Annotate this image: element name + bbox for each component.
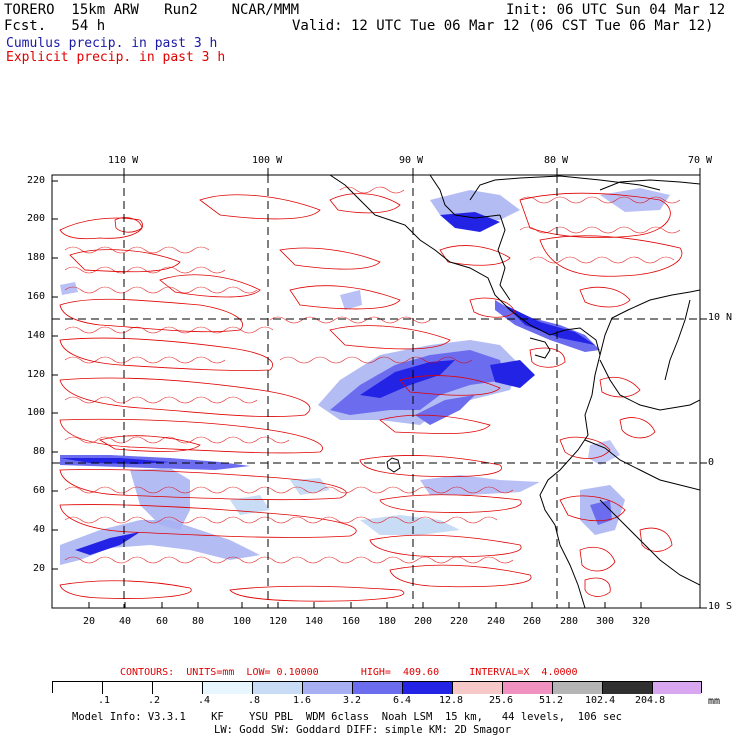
x-tick-label: 140 — [305, 616, 324, 627]
legend-explicit: Explicit precip. in past 3 h — [6, 50, 226, 65]
colorbar-label: .8 — [248, 695, 261, 706]
y-tick-label: 180 — [27, 252, 46, 263]
colorbar — [52, 681, 702, 694]
colorbar-label: .4 — [198, 695, 211, 706]
colorbar-swatch — [503, 682, 553, 694]
x-tick-label: 280 — [560, 616, 579, 627]
colorbar-swatch — [653, 682, 701, 694]
colorbar-swatch — [103, 682, 153, 694]
lon-label: 100 W — [252, 155, 283, 166]
cumulus-precip-field — [60, 188, 670, 565]
x-tick-label: 80 — [192, 616, 205, 627]
colorbar-label: 1.6 — [293, 695, 312, 706]
x-tick-label: 20 — [83, 616, 96, 627]
lon-label: 110 W — [108, 155, 139, 166]
colorbar-label: .2 — [148, 695, 161, 706]
colorbar-swatch — [353, 682, 403, 694]
lon-label: 80 W — [544, 155, 569, 166]
colorbar-label: 25.6 — [489, 695, 514, 706]
lat-label: 10 S — [708, 601, 733, 612]
lat-label: 10 N — [708, 312, 733, 323]
colorbar-swatch — [303, 682, 353, 694]
colorbar-swatch — [253, 682, 303, 694]
y-tick-label: 160 — [27, 291, 46, 302]
x-tick-label: 60 — [156, 616, 169, 627]
x-tick-label: 220 — [450, 616, 469, 627]
forecast-hour: Fcst. 54 h — [4, 18, 106, 34]
y-tick-label: 80 — [33, 446, 46, 457]
colorbar-label: 3.2 — [343, 695, 362, 706]
model-title: TORERO 15km ARW Run2 NCAR/MMM — [4, 2, 300, 18]
y-tick-label: 100 — [27, 407, 46, 418]
explicit-precip-contours — [59, 192, 683, 602]
y-tick-label: 220 — [27, 175, 46, 186]
x-tick-label: 120 — [269, 616, 288, 627]
coastlines — [329, 175, 700, 608]
colorbar-swatch — [403, 682, 453, 694]
lat-label: 0 — [708, 457, 715, 468]
colorbar-swatch — [603, 682, 653, 694]
lon-label: 70 W — [688, 155, 713, 166]
x-tick-label: 300 — [596, 616, 615, 627]
model-info: Model Info: V3.3.1 KF YSU PBL WDM 6class… — [72, 711, 622, 723]
x-tick-label: 240 — [487, 616, 506, 627]
colorbar-swatch — [453, 682, 503, 694]
x-tick-label: 320 — [632, 616, 651, 627]
x-tick-label: 40 — [119, 616, 132, 627]
lon-label: 90 W — [399, 155, 424, 166]
x-tick-label: 260 — [523, 616, 542, 627]
map-frame — [51, 174, 701, 609]
colorbar-label: 204.8 — [635, 695, 666, 706]
colorbar-label: .1 — [98, 695, 111, 706]
y-tick-label: 200 — [27, 213, 46, 224]
legend-cumulus: Cumulus precip. in past 3 h — [6, 36, 218, 51]
colorbar-swatch — [203, 682, 253, 694]
colorbar-label: 102.4 — [585, 695, 616, 706]
x-tick-label: 100 — [233, 616, 252, 627]
colorbar-swatch — [153, 682, 203, 694]
colorbar-unit: mm — [708, 696, 721, 707]
y-tick-label: 140 — [27, 330, 46, 341]
colorbar-label: 12.8 — [439, 695, 464, 706]
colorbar-swatch — [553, 682, 603, 694]
y-tick-label: 40 — [33, 524, 46, 535]
y-tick-label: 20 — [33, 563, 46, 574]
y-tick-label: 60 — [33, 485, 46, 496]
contour-info: CONTOURS: UNITS=mm LOW= 0.10000 HIGH= 40… — [120, 667, 578, 678]
colorbar-swatch — [53, 682, 103, 694]
physics-info: LW: Godd SW: Goddard DIFF: simple KM: 2D… — [214, 724, 512, 736]
init-time: Init: 06 UTC Sun 04 Mar 12 — [506, 2, 726, 18]
colorbar-label: 51.2 — [539, 695, 564, 706]
latlon-grid — [52, 175, 700, 608]
y-tick-label: 120 — [27, 369, 46, 380]
x-tick-label: 160 — [342, 616, 361, 627]
valid-time: Valid: 12 UTC Tue 06 Mar 12 (06 CST Tue … — [292, 18, 714, 34]
x-tick-label: 180 — [378, 616, 397, 627]
colorbar-label: 6.4 — [393, 695, 412, 706]
x-tick-label: 200 — [414, 616, 433, 627]
axis-ticks — [52, 168, 707, 609]
